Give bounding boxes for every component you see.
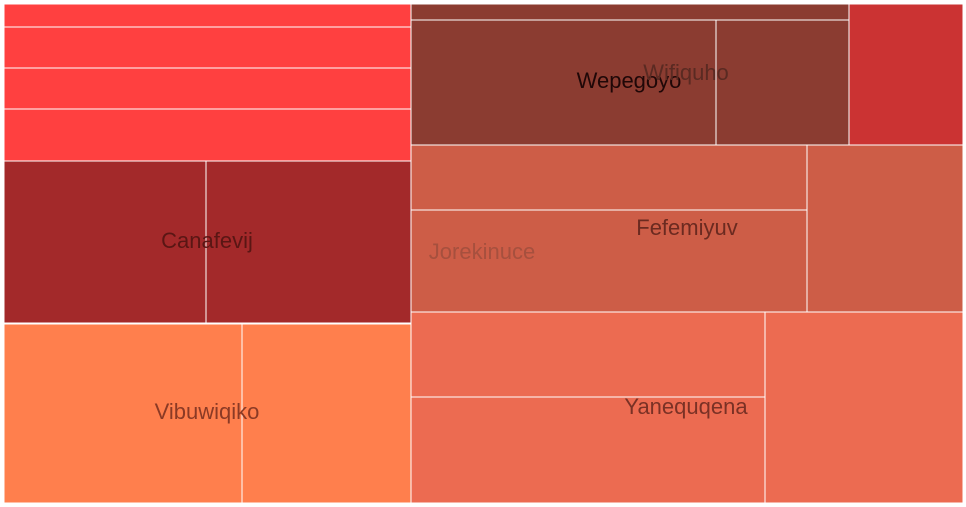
treemap-label-yanequqena: Yanequqena <box>624 394 748 419</box>
treemap-cell-wepegoyo-0 <box>410 3 850 21</box>
treemap-cell-group-0-0 <box>3 3 412 28</box>
treemap-cell-jorekinuce-2 <box>806 144 964 313</box>
treemap-label-vibuwiqiko: Vibuwiqiko <box>155 399 260 424</box>
treemap-label-canafevij: Canafevij <box>161 228 253 253</box>
treemap-cell-group-5-0 <box>848 3 964 146</box>
treemap-cell-yanequqena-2 <box>764 311 964 504</box>
treemap-cell-canafevij-1 <box>205 160 412 324</box>
treemap-cells <box>3 3 964 504</box>
treemap-label-wifiquho: Wifiquho <box>643 60 729 85</box>
treemap-cell-group-0-2 <box>3 67 412 110</box>
treemap-cell-canafevij-0 <box>3 160 207 324</box>
treemap-cell-vibuwiqiko-0 <box>3 323 243 504</box>
treemap-label-jorekinuce: Jorekinuce <box>429 239 535 264</box>
treemap-cell-wifiquho-0 <box>410 19 717 146</box>
treemap-cell-wifiquho-1 <box>715 19 850 146</box>
treemap-label-fefemiyuv: Fefemiyuv <box>636 215 737 240</box>
treemap-cell-jorekinuce-1 <box>410 209 808 313</box>
treemap-cell-group-0-3 <box>3 108 412 162</box>
treemap-label-wepegoyo: Wepegoyo <box>577 68 682 93</box>
treemap-cell-vibuwiqiko-1 <box>241 323 412 504</box>
treemap-cell-jorekinuce-0 <box>410 144 808 211</box>
treemap-cell-group-0-1 <box>3 26 412 69</box>
treemap-cell-yanequqena-0 <box>410 311 766 398</box>
